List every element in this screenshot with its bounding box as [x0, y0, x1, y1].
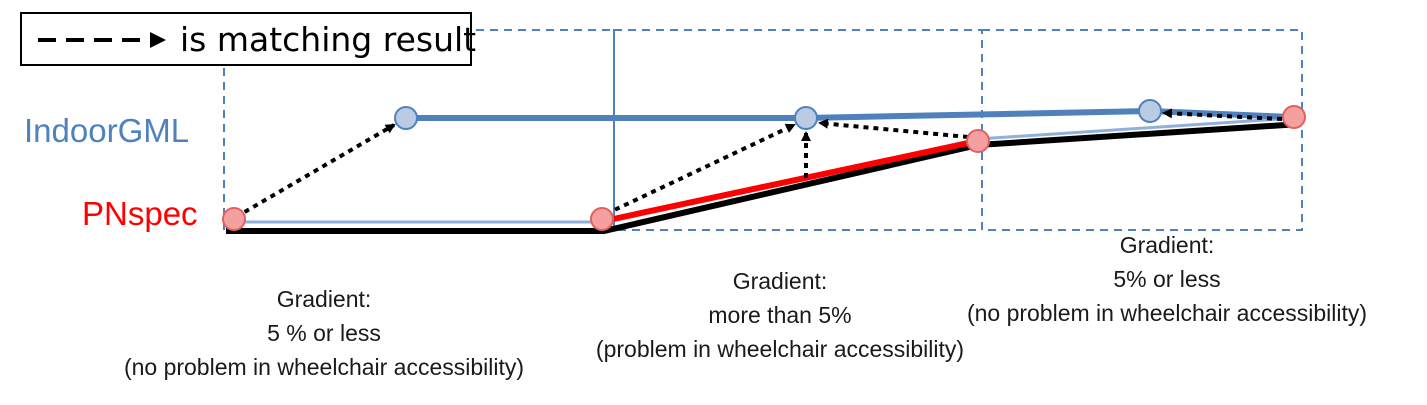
indoorgml-node-2 [794, 106, 818, 130]
indoorgml-label: IndoorGML [24, 112, 190, 149]
segment-caption-3: Gradient: 5% or less (no problem in whee… [934, 228, 1400, 330]
segment-caption-1-note: (no problem in wheelchair accessibility) [123, 354, 525, 380]
pnspec-node-3 [966, 129, 990, 153]
segment-caption-2: Gradient: more than 5% (problem in wheel… [570, 264, 990, 366]
match-arrow-2 [605, 123, 796, 216]
section-frame-2 [613, 29, 983, 231]
pnspec-node-2 [590, 207, 614, 231]
pnspec-node-1 [222, 207, 246, 231]
segment-caption-3-note: (no problem in wheelchair accessibility) [966, 300, 1368, 326]
pnspec-path-shadow [226, 121, 1301, 234]
segment-caption-2-value: more than 5% [708, 302, 852, 328]
segment-caption-1-value: 5 % or less [267, 320, 381, 346]
pnspec-node-4 [1282, 105, 1306, 129]
segment-caption-1: Gradient: 5 % or less (no problem in whe… [94, 282, 554, 384]
pnspec-slope-segment [603, 138, 979, 224]
segment-caption-2-title: Gradient: [732, 268, 828, 294]
legend-label: is matching result [180, 20, 477, 59]
legend: is matching result [20, 12, 476, 66]
pnspec-label: PNspec [82, 195, 198, 232]
segment-caption-3-title: Gradient: [1119, 232, 1215, 258]
match-arrow-4 [818, 118, 969, 139]
segment-caption-1-title: Gradient: [276, 286, 372, 312]
segment-caption-3-value: 5% or less [1113, 266, 1221, 292]
indoorgml-node-1 [394, 106, 418, 130]
match-arrow-1 [234, 123, 396, 219]
indoorgml-node-3 [1138, 99, 1162, 123]
dashed-arrow-icon [38, 32, 166, 48]
segment-caption-2-note: (problem in wheelchair accessibility) [595, 336, 965, 362]
